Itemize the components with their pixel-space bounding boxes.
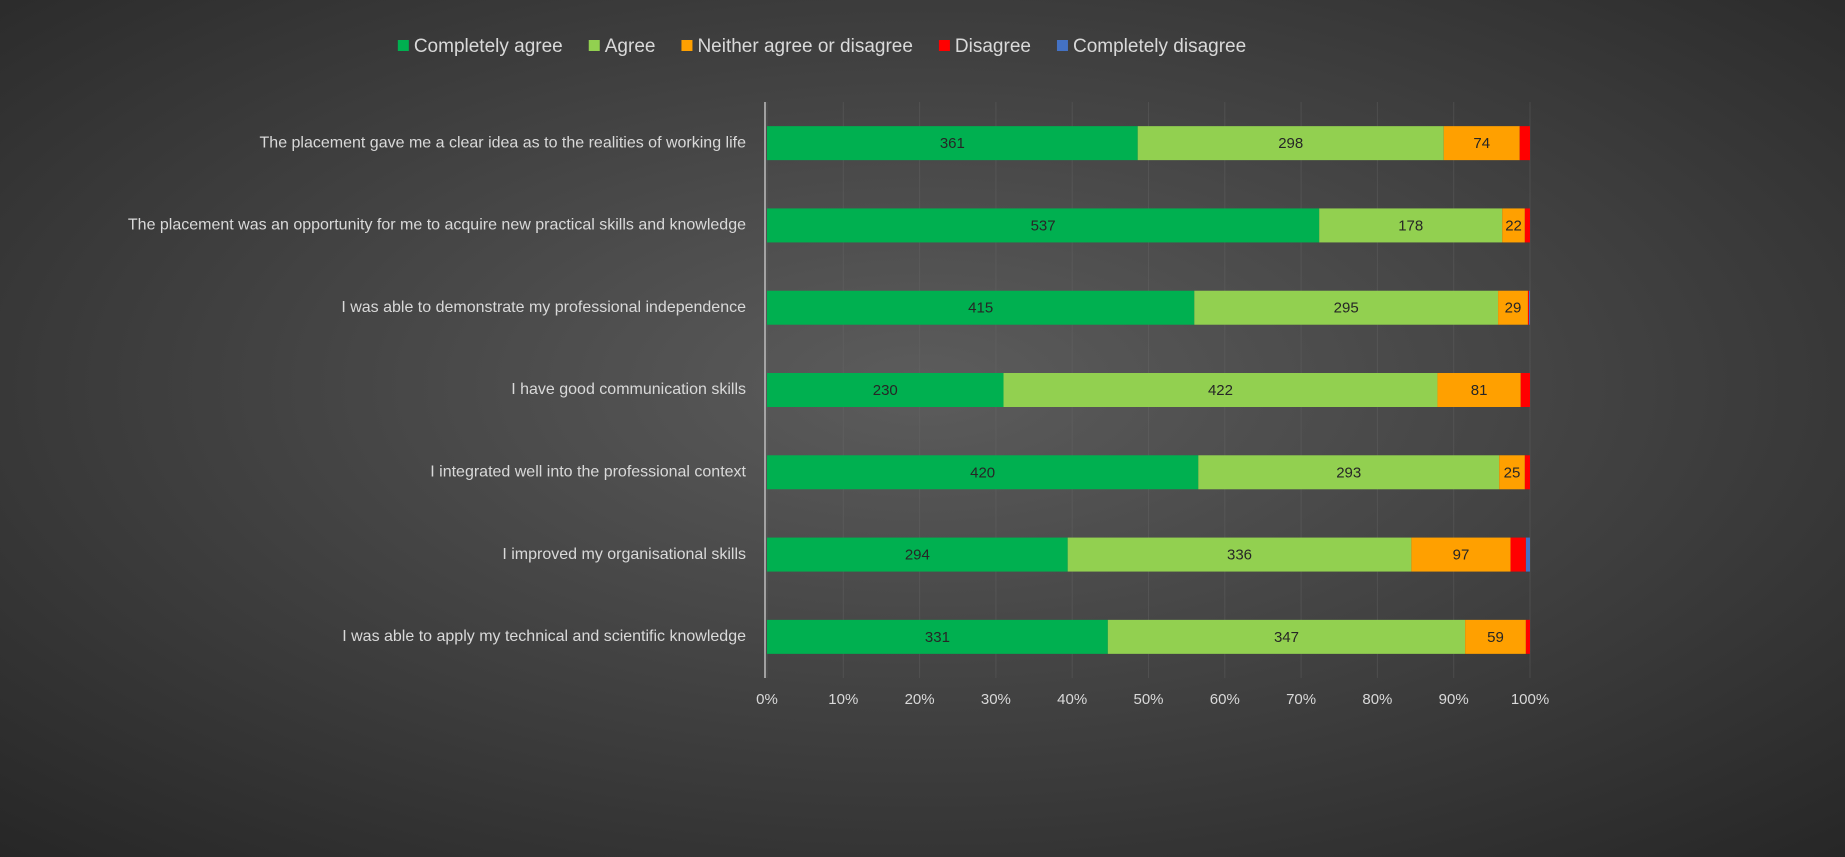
data-label: 331 [925,629,950,646]
data-label: 25 [1504,464,1521,481]
bar-segment [1411,537,1511,572]
bar-segment [1525,537,1530,572]
bar-segment [1003,373,1438,407]
category-label: The placement was an opportunity for me … [128,217,746,234]
bar-segment [1107,619,1466,654]
bar-segment [767,126,1138,161]
bar-segment [767,373,1004,407]
data-label: 293 [1336,464,1361,481]
bar-segment [1527,290,1529,325]
category-label: I have good communication skills [511,381,746,398]
data-label: 178 [1398,217,1423,234]
data-label: 420 [970,464,995,481]
x-tick-label: 80% [1362,691,1392,708]
legend-swatch [1056,40,1068,51]
bar-segment [767,619,1108,654]
category-label: The placement gave me a clear idea as to… [260,134,747,151]
data-label: 97 [1453,547,1470,564]
bar-segment [1465,619,1526,654]
data-label: 295 [1334,300,1359,317]
data-label: 415 [968,300,993,317]
data-label: 336 [1227,547,1252,564]
bar-segment [767,290,1195,325]
x-tick-label: 90% [1439,691,1469,708]
legend-swatch [681,40,693,51]
legend-label: Neither agree or disagree [697,36,912,57]
bar-segment [1499,455,1525,490]
x-tick-label: 40% [1057,691,1087,708]
data-label: 81 [1471,382,1488,399]
x-tick-label: 0% [756,691,778,708]
legend: Completely agree Agree Neither agree or di… [397,36,1246,57]
data-label: 294 [905,547,930,564]
bar-segment [1525,619,1530,654]
x-tick-label: 10% [828,691,858,708]
bar-segment [1520,373,1530,407]
bar-segment [1443,126,1520,161]
x-tick-label: 60% [1210,691,1240,708]
legend-label: Completely disagree [1073,36,1246,57]
data-label: 347 [1274,629,1299,646]
bar-segment [1528,290,1530,325]
x-tick-label: 50% [1133,691,1163,708]
category-label: I improved my organisational skills [502,546,746,563]
bar-segment [1498,290,1528,325]
data-label: 230 [873,382,898,399]
legend-swatch [938,40,950,51]
legend-swatch [397,40,409,51]
bar-segment [1502,208,1525,243]
category-label: I was able to demonstrate my professiona… [341,299,746,316]
legend-swatch [588,40,600,51]
bar-segment [767,455,1199,490]
x-tick-label: 70% [1286,691,1316,708]
category-label: I integrated well into the professional … [430,464,746,481]
data-label: 298 [1278,135,1303,152]
bar-segment [1067,537,1412,572]
bar-segment [1519,126,1530,161]
x-tick-label: 100% [1511,691,1549,708]
bar-segment [1319,208,1503,243]
data-label: 59 [1487,629,1504,646]
data-label: 74 [1473,135,1490,152]
bar-segment [1137,126,1444,161]
data-label: 422 [1208,382,1233,399]
bar-segment [767,208,1320,243]
bar-segment [1194,290,1499,325]
bar-segment [1437,373,1521,407]
data-label: 29 [1505,300,1522,317]
bar-segment [1510,537,1526,572]
x-tick-label: 30% [981,691,1011,708]
x-tick-label: 20% [905,691,935,708]
bar-segment [1198,455,1500,490]
legend-label: Agree [605,36,656,57]
bar-segment [1524,455,1530,490]
bar-segment [1524,208,1530,243]
category-label: I was able to apply my technical and sci… [342,628,746,645]
legend-label: Disagree [955,36,1031,57]
data-label: 361 [940,135,965,152]
data-label: 22 [1505,217,1522,234]
data-label: 537 [1031,217,1056,234]
bar-segment [767,537,1068,572]
legend-label: Completely agree [414,36,563,57]
